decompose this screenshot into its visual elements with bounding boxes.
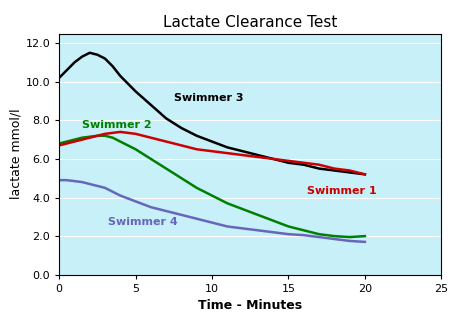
X-axis label: Time - Minutes: Time - Minutes [198,299,302,312]
Y-axis label: lactate mmol/l: lactate mmol/l [10,109,23,199]
Text: Swimmer 1: Swimmer 1 [307,186,376,196]
Text: Swimmer 2: Swimmer 2 [82,120,152,130]
Title: Lactate Clearance Test: Lactate Clearance Test [163,14,338,29]
Text: Swimmer 3: Swimmer 3 [174,93,243,103]
Text: Swimmer 4: Swimmer 4 [108,217,178,227]
